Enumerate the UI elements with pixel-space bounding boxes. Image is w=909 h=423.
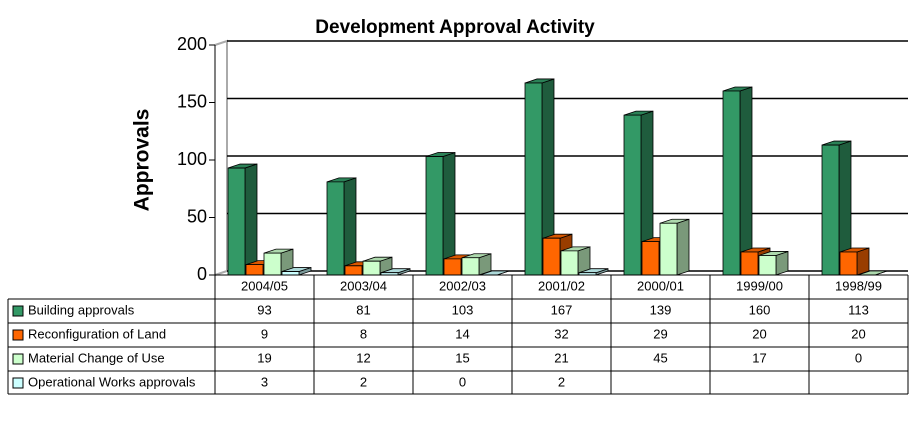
legend-swatch (12, 305, 24, 317)
bar-face (461, 257, 480, 276)
bar (524, 78, 555, 276)
table-value: 19 (257, 350, 271, 365)
table-value: 139 (650, 302, 672, 317)
table-value: 93 (257, 302, 271, 317)
legend-label: Operational Works approvals (28, 374, 196, 389)
legend-label: Material Change of Use (28, 350, 165, 365)
x-tick-label: 2004/05 (241, 278, 288, 293)
y-tick-label: 200 (177, 34, 207, 54)
bar-face (344, 265, 363, 276)
bar-face (839, 251, 858, 276)
y-tick-label: 0 (197, 264, 207, 284)
bar-face (722, 90, 741, 276)
y-tick-label: 150 (177, 91, 207, 111)
bar (281, 266, 312, 276)
bar (425, 151, 456, 276)
table-value: 45 (653, 350, 667, 365)
bar-face (542, 237, 561, 276)
bar-face (244, 163, 258, 276)
bar (227, 163, 258, 276)
bar-face (227, 167, 246, 276)
bar (839, 247, 870, 276)
bar-face (362, 260, 381, 276)
table-value: 20 (851, 326, 865, 341)
table-value: 0 (459, 374, 466, 389)
bar-face (856, 247, 870, 276)
table-value: 3 (261, 374, 268, 389)
bar-face (560, 250, 579, 276)
y-tick-label: 100 (177, 149, 207, 169)
table-value: 14 (455, 326, 469, 341)
legend-label: Reconfiguration of Land (28, 326, 166, 341)
bar (722, 86, 753, 276)
table-value: 103 (452, 302, 474, 317)
x-tick-label: 2002/03 (439, 278, 486, 293)
table-value: 9 (261, 326, 268, 341)
bar-face (821, 144, 840, 276)
bar-face (263, 252, 282, 276)
legend-swatch (12, 353, 24, 365)
legend-label: Building approvals (28, 302, 135, 317)
bar-face (623, 114, 642, 276)
legend-swatch (12, 377, 24, 389)
bar-face (740, 251, 759, 276)
bar-face (524, 82, 543, 276)
bar-face (245, 264, 264, 276)
table-value: 17 (752, 350, 766, 365)
x-tick-label: 2000/01 (637, 278, 684, 293)
bar-face (758, 255, 777, 276)
bar-face (443, 258, 462, 276)
bar (326, 177, 357, 276)
chart-title: Development Approval Activity (315, 17, 595, 38)
bar-face (425, 156, 444, 276)
table-value: 113 (848, 302, 869, 317)
bar (380, 268, 411, 276)
bar-face (676, 218, 690, 276)
bar-face (281, 271, 300, 276)
table-value: 32 (554, 326, 568, 341)
y-axis-label: Approvals (131, 109, 154, 212)
legend-swatch (12, 329, 24, 341)
table-value: 29 (653, 326, 667, 341)
x-tick-label: 2003/04 (340, 278, 387, 293)
table-value: 160 (749, 302, 771, 317)
bar (758, 250, 789, 276)
bar-face (641, 241, 660, 276)
table-value: 8 (360, 326, 367, 341)
table-value: 2 (558, 374, 565, 389)
table-value: 167 (551, 302, 573, 317)
table-value: 12 (356, 350, 370, 365)
x-tick-label: 1998/99 (835, 278, 882, 293)
table-value: 81 (356, 302, 370, 317)
x-tick-label: 2001/02 (538, 278, 585, 293)
bar (461, 253, 492, 276)
table-value: 20 (752, 326, 766, 341)
bar (659, 218, 690, 276)
y-tick-label: 50 (187, 206, 207, 226)
table-value: 15 (455, 350, 469, 365)
x-tick-label: 1999/00 (736, 278, 783, 293)
bar-face (739, 86, 753, 276)
bar (623, 110, 654, 276)
bar-face (659, 222, 678, 276)
bar-face (343, 177, 357, 276)
table-value: 0 (855, 350, 862, 365)
bar (578, 268, 609, 276)
back-wall (214, 39, 228, 276)
table-value: 21 (554, 350, 568, 365)
bar-face (326, 181, 345, 276)
table-value: 2 (360, 374, 367, 389)
